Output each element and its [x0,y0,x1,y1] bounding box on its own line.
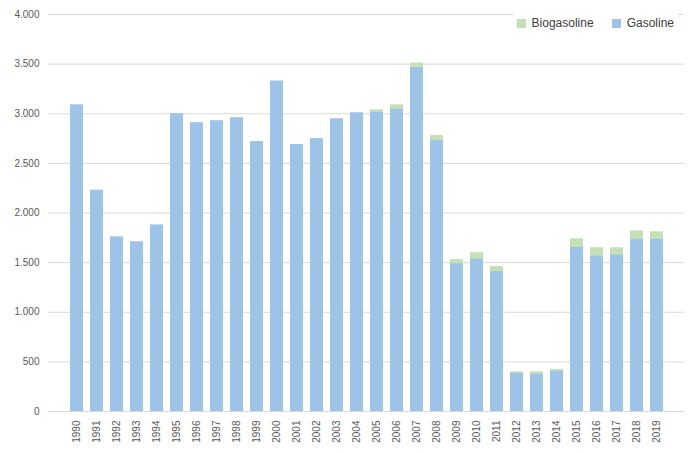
svg-text:2012: 2012 [511,420,522,443]
svg-text:1992: 1992 [111,420,122,443]
svg-text:1999: 1999 [251,420,262,443]
svg-text:1995: 1995 [171,420,182,443]
svg-text:2004: 2004 [351,420,362,443]
svg-text:0: 0 [34,406,40,417]
svg-text:1994: 1994 [151,420,162,443]
svg-text:2005: 2005 [371,420,382,443]
html-text:Biogasoline: Biogasoline [531,16,594,30]
svg-text:1.000: 1.000 [14,306,39,317]
svg-text:2001: 2001 [291,420,302,443]
svg-text:4.000: 4.000 [14,9,39,20]
svg-text:3.000: 3.000 [14,108,39,119]
html-text:Gasoline: Gasoline [626,16,674,30]
svg-text:2011: 2011 [491,420,502,442]
svg-text:2007: 2007 [411,420,422,443]
svg-text:500: 500 [23,356,40,367]
svg-text:1993: 1993 [131,420,142,443]
svg-text:2.500: 2.500 [14,158,39,169]
svg-text:2000: 2000 [271,420,282,443]
svg-text:1996: 1996 [191,420,202,443]
svg-text:1990: 1990 [71,420,82,443]
svg-text:2017: 2017 [611,420,622,443]
svg-text:1.500: 1.500 [14,257,39,268]
svg-text:2006: 2006 [391,420,402,443]
svg-text:2002: 2002 [311,420,322,443]
svg-text:2008: 2008 [431,420,442,443]
svg-text:2010: 2010 [471,420,482,443]
svg-text:1991: 1991 [91,420,102,443]
svg-text:2015: 2015 [571,420,582,443]
svg-text:2003: 2003 [331,420,342,443]
svg-text:2019: 2019 [651,420,662,443]
svg-text:2013: 2013 [531,420,542,443]
svg-text:1998: 1998 [231,420,242,443]
svg-text:2014: 2014 [551,420,562,443]
svg-text:3.500: 3.500 [14,58,39,69]
svg-text:2009: 2009 [451,420,462,443]
svg-text:2.000: 2.000 [14,207,39,218]
svg-text:2018: 2018 [631,420,642,443]
svg-text:1997: 1997 [211,420,222,443]
svg-text:2016: 2016 [591,420,602,443]
